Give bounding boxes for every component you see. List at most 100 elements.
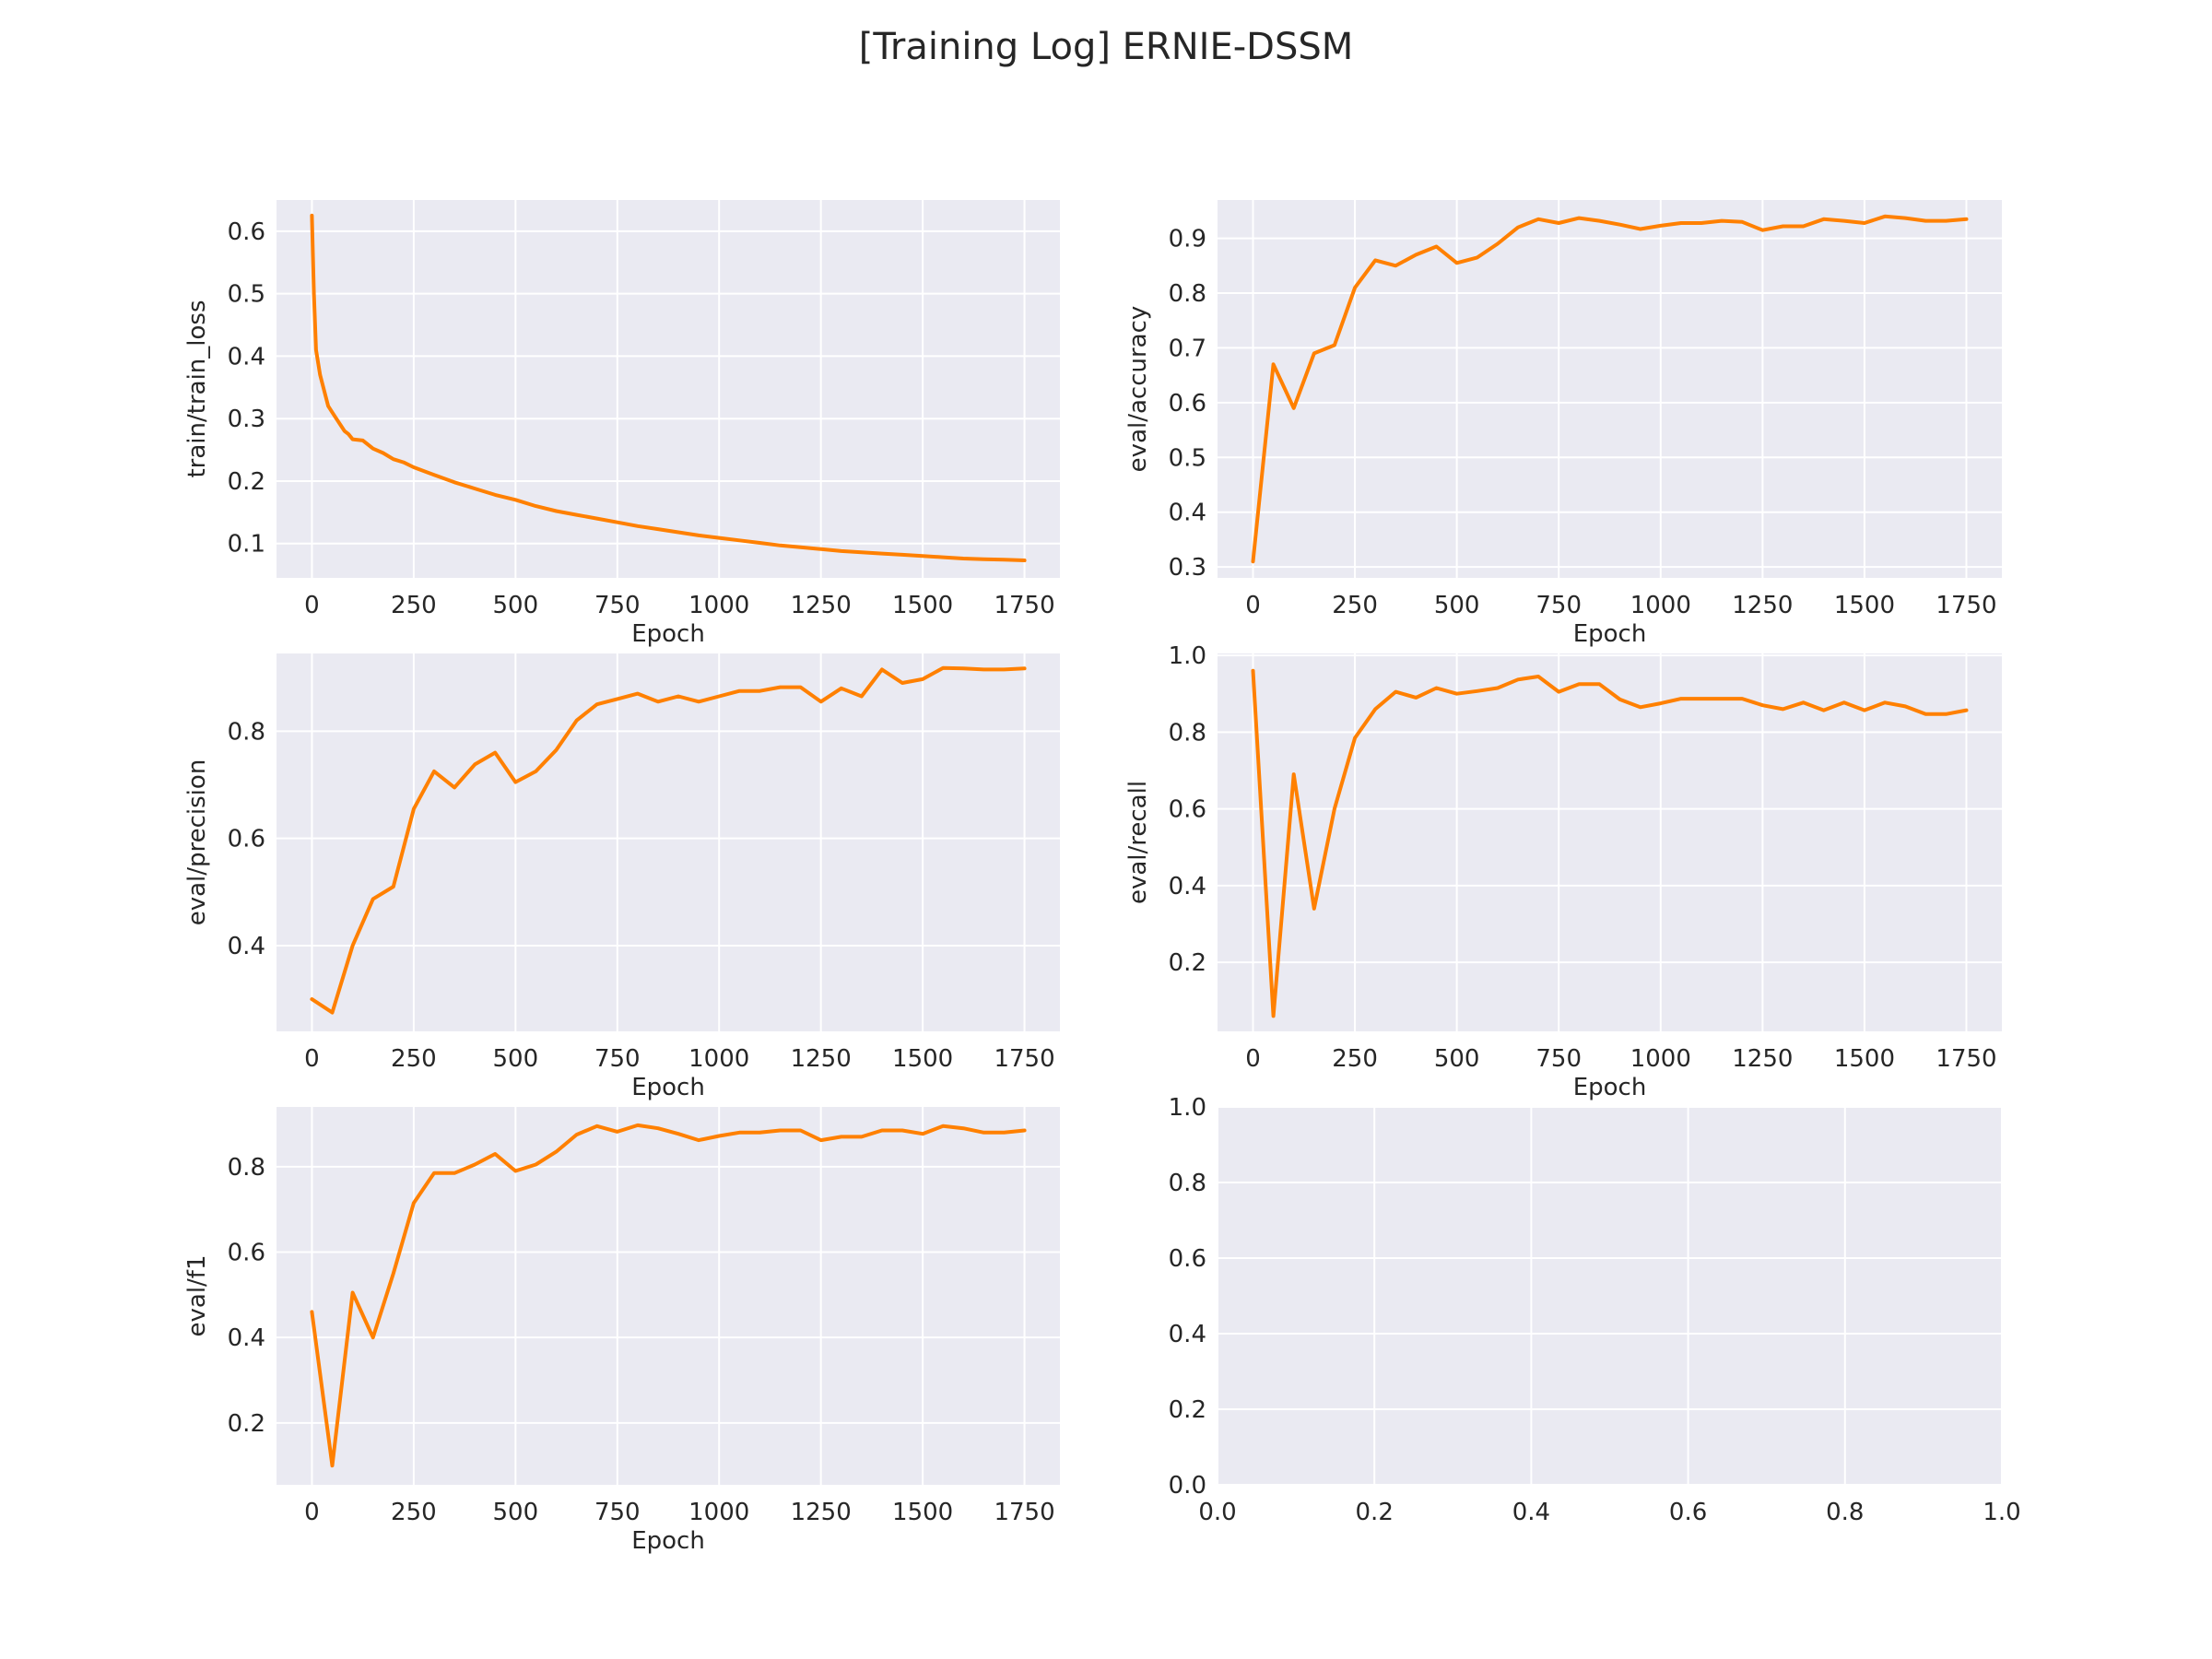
y-tick-label: 0.4 bbox=[1169, 873, 1206, 900]
plot-area bbox=[1218, 653, 2002, 1031]
y-tick-label: 0.4 bbox=[1169, 500, 1206, 527]
x-tick-label: 1500 bbox=[892, 592, 953, 619]
x-tick-label: 1500 bbox=[1834, 592, 1895, 619]
y-tick-label: 0.9 bbox=[1169, 226, 1206, 253]
x-tick-label: 1250 bbox=[791, 1045, 852, 1073]
x-tick-label: 1750 bbox=[994, 1499, 1054, 1526]
subplot-3: 0 250 500 750 1000 1250 1500 1750 0.4 0.6 0.8 Epoch… bbox=[183, 653, 1060, 1101]
x-tick-label: 250 bbox=[391, 1499, 437, 1526]
y-tick-label: 0.8 bbox=[228, 718, 265, 746]
plot-area bbox=[276, 200, 1060, 578]
x-tick-label: 750 bbox=[594, 1499, 641, 1526]
x-tick-label: 1750 bbox=[994, 592, 1054, 619]
y-tick-label: 0.2 bbox=[1169, 949, 1206, 977]
y-tick-label: 0.3 bbox=[228, 406, 265, 433]
y-tick-label: 0.4 bbox=[1169, 1321, 1206, 1348]
x-tick-label: 1.0 bbox=[1983, 1499, 2020, 1526]
y-tick-label: 0.8 bbox=[228, 1154, 265, 1182]
x-tick-label: 0 bbox=[1245, 1045, 1261, 1073]
y-tick-label: 0.2 bbox=[1169, 1396, 1206, 1424]
x-axis-label: Epoch bbox=[631, 620, 705, 648]
x-tick-label: 1000 bbox=[1630, 1045, 1691, 1073]
subplot-2: 0 250 500 750 1000 1250 1500 1750 0.3 0.4 0.5 0.6 0.… bbox=[1124, 200, 2002, 648]
x-tick-label: 500 bbox=[1434, 592, 1480, 619]
y-axis-label: eval/precision bbox=[183, 759, 211, 926]
y-axis-label: eval/f1 bbox=[183, 1255, 211, 1337]
subplot-1: 0 250 500 750 1000 1250 1500 1750 0.1 0.2 0.3 0.4 0.… bbox=[183, 200, 1060, 648]
x-tick-label: 250 bbox=[391, 592, 437, 619]
y-tick-label: 0.6 bbox=[228, 218, 265, 246]
y-tick-label: 0.3 bbox=[1169, 554, 1206, 582]
series-line-1 bbox=[310, 1123, 1027, 1468]
x-tick-label: 500 bbox=[1434, 1045, 1480, 1073]
x-tick-label: 1000 bbox=[688, 1045, 749, 1073]
x-tick-label: 1250 bbox=[1732, 1045, 1793, 1073]
x-tick-label: 500 bbox=[493, 1499, 539, 1526]
y-tick-label: 0.8 bbox=[1169, 280, 1206, 308]
plot-area bbox=[276, 1107, 1060, 1485]
x-tick-label: 750 bbox=[1535, 592, 1582, 619]
x-tick-label: 250 bbox=[391, 1045, 437, 1073]
x-tick-label: 0 bbox=[304, 1499, 320, 1526]
series-line-1 bbox=[310, 213, 1027, 562]
y-tick-label: 0.2 bbox=[228, 1410, 265, 1438]
y-tick-label: 0.6 bbox=[228, 1240, 265, 1267]
series-line-1 bbox=[310, 665, 1027, 1015]
x-axis-label: Epoch bbox=[1573, 1074, 1647, 1101]
y-tick-label: 0.1 bbox=[228, 531, 265, 559]
y-tick-label: 0.6 bbox=[1169, 1245, 1206, 1273]
x-tick-label: 0.4 bbox=[1512, 1499, 1550, 1526]
x-tick-label: 1000 bbox=[688, 592, 749, 619]
y-axis-label: eval/recall bbox=[1124, 781, 1152, 904]
x-tick-label: 750 bbox=[1535, 1045, 1582, 1073]
y-tick-label: 1.0 bbox=[1169, 1094, 1206, 1122]
x-axis-label: Epoch bbox=[631, 1074, 705, 1101]
y-tick-label: 1.0 bbox=[1169, 642, 1206, 670]
x-tick-label: 1250 bbox=[791, 1499, 852, 1526]
x-tick-label: 1750 bbox=[994, 1045, 1054, 1073]
x-axis-label: Epoch bbox=[631, 1527, 705, 1555]
subplot-5: 0 250 500 750 1000 1250 1500 1750 0.2 0.4 0.6 0.8 Ep… bbox=[183, 1107, 1060, 1555]
plot-area bbox=[276, 653, 1060, 1031]
x-tick-label: 0.2 bbox=[1356, 1499, 1394, 1526]
y-tick-label: 0.4 bbox=[228, 1324, 265, 1352]
y-tick-label: 0.6 bbox=[228, 826, 265, 853]
y-tick-label: 0.0 bbox=[1169, 1472, 1206, 1500]
x-tick-label: 1500 bbox=[892, 1499, 953, 1526]
x-tick-label: 0 bbox=[304, 592, 320, 619]
x-tick-label: 500 bbox=[493, 1045, 539, 1073]
x-tick-label: 1000 bbox=[688, 1499, 749, 1526]
x-axis-label: Epoch bbox=[1573, 620, 1647, 648]
figure-title: [Training Log] ERNIE-DSSM bbox=[858, 26, 1354, 68]
x-tick-label: 0.8 bbox=[1826, 1499, 1864, 1526]
y-tick-label: 0.5 bbox=[1169, 444, 1206, 472]
subplot-4: 0 250 500 750 1000 1250 1500 1750 0.2 0.4 0.6 0.8 1.… bbox=[1124, 642, 2002, 1101]
series-line-1 bbox=[1251, 214, 1969, 564]
x-tick-label: 0.6 bbox=[1669, 1499, 1707, 1526]
x-tick-label: 1500 bbox=[1834, 1045, 1895, 1073]
x-tick-label: 250 bbox=[1332, 592, 1378, 619]
y-tick-label: 0.2 bbox=[228, 468, 265, 496]
y-axis-label: eval/accuracy bbox=[1124, 306, 1152, 473]
y-tick-label: 0.8 bbox=[1169, 719, 1206, 747]
x-tick-label: 1250 bbox=[1732, 592, 1793, 619]
y-tick-label: 0.5 bbox=[228, 281, 265, 309]
series-line-1 bbox=[1251, 668, 1969, 1018]
x-tick-label: 250 bbox=[1332, 1045, 1378, 1073]
y-tick-label: 0.6 bbox=[1169, 796, 1206, 824]
y-tick-label: 0.8 bbox=[1169, 1170, 1206, 1197]
x-tick-label: 0 bbox=[1245, 592, 1261, 619]
x-tick-label: 1750 bbox=[1936, 1045, 1996, 1073]
x-tick-label: 1250 bbox=[791, 592, 852, 619]
y-tick-label: 0.6 bbox=[1169, 390, 1206, 418]
x-tick-label: 1000 bbox=[1630, 592, 1691, 619]
plot-area bbox=[1218, 1107, 2002, 1485]
x-tick-label: 0.0 bbox=[1198, 1499, 1236, 1526]
subplot-6: 0.0 0.2 0.4 0.6 0.8 1.0 0.0 0.2 0.4 0.6 0.8 1.0 bbox=[1169, 1094, 2021, 1526]
x-tick-label: 1750 bbox=[1936, 592, 1996, 619]
x-tick-label: 500 bbox=[493, 592, 539, 619]
y-tick-label: 0.4 bbox=[228, 933, 265, 960]
x-tick-label: 1500 bbox=[892, 1045, 953, 1073]
y-tick-label: 0.7 bbox=[1169, 335, 1206, 362]
